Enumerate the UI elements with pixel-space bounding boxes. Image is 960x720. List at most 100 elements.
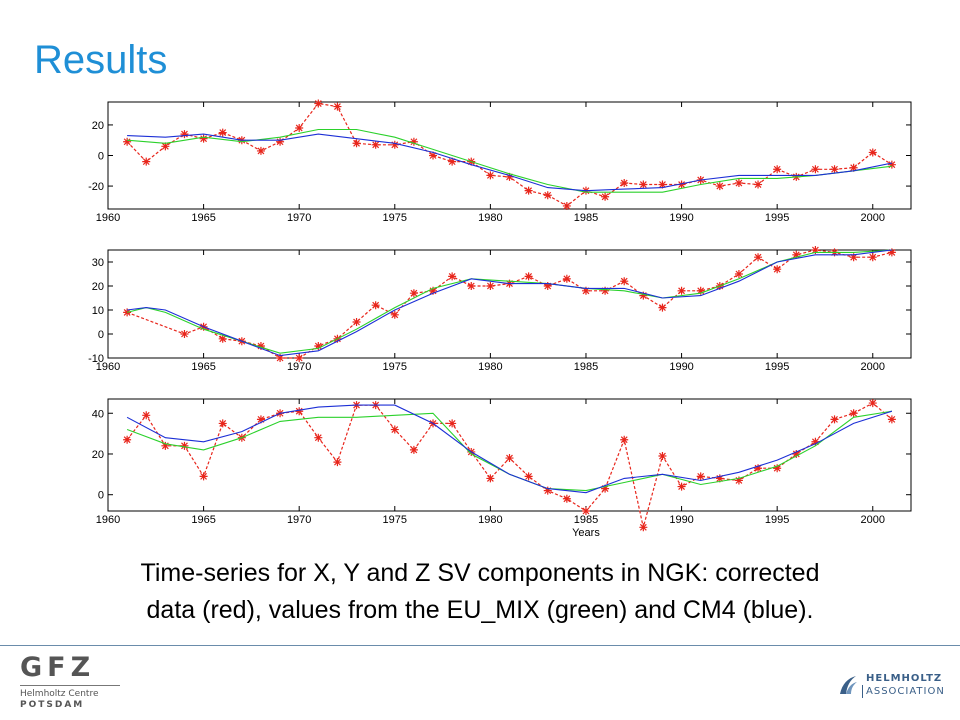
data-point-corrected — [658, 180, 667, 189]
x-tick-label: 1960 — [96, 212, 120, 224]
gfz-logo-line1: Helmholtz Centre — [20, 689, 99, 699]
helmholtz-icon — [840, 676, 857, 694]
data-point-corrected — [887, 248, 896, 257]
y-tick-label: 0 — [98, 151, 104, 163]
charts-svg: 1960 1965 1970 1975 1980 1985 1990 1995 2000200-… — [88, 99, 912, 539]
data-point-corrected — [849, 253, 858, 262]
data-point-corrected — [849, 163, 858, 172]
data-point-corrected — [524, 272, 533, 281]
charts-area: 1960 1965 1970 1975 1980 1985 1990 1995 2000 20 0-… — [60, 92, 920, 552]
data-point-corrected — [639, 523, 648, 532]
data-point-corrected — [409, 289, 418, 298]
data-point-corrected — [677, 180, 686, 189]
x-tick-label: 1975 — [383, 212, 407, 224]
x-tick-label: 1985 — [574, 514, 598, 526]
data-point-corrected — [352, 139, 361, 148]
data-point-corrected — [887, 160, 896, 169]
data-point-corrected — [333, 458, 342, 467]
data-point-corrected — [601, 192, 610, 201]
x-tick-label: 1960 — [96, 514, 120, 526]
data-point-corrected — [467, 282, 476, 290]
caption-line-1: Time-series for X, Y and Z SV components… — [140, 559, 820, 587]
caption-line-2: data (red), values from the EU_MIX (gree… — [146, 596, 814, 624]
x-tick-label: 1970 — [287, 514, 311, 526]
data-point-corrected — [371, 140, 380, 149]
data-point-corrected — [792, 449, 801, 458]
data-point-corrected — [390, 310, 399, 319]
data-point-corrected — [601, 286, 610, 295]
data-point-corrected — [295, 354, 304, 362]
gfz-logo: GFZ Helmholtz Centre POTSDAM — [20, 652, 120, 711]
data-point-corrected — [849, 409, 858, 418]
x-tick-label: 1970 — [287, 212, 311, 224]
data-point-corrected — [620, 435, 629, 444]
data-point-corrected — [180, 330, 189, 338]
data-point-corrected — [887, 415, 896, 424]
data-point-corrected — [792, 250, 801, 259]
data-point-corrected — [639, 180, 648, 189]
data-point-corrected — [868, 253, 877, 262]
helmholtz-text: HELMHOLTZ ASSOCIATION — [862, 672, 945, 698]
x-tick-label: 1990 — [669, 361, 693, 373]
data-point-corrected — [715, 474, 724, 483]
slide-title: Results — [34, 38, 168, 82]
data-point-corrected — [773, 464, 782, 473]
data-point-corrected — [180, 130, 189, 139]
x-tick-label: 1975 — [383, 514, 407, 526]
data-point-corrected — [276, 354, 285, 362]
x-tick-label: 1965 — [191, 514, 215, 526]
data-point-corrected — [734, 179, 743, 188]
y-tick-label: 0 — [98, 490, 104, 502]
x-tick-label: 1995 — [765, 361, 789, 373]
y-tick-label: -20 — [88, 181, 104, 193]
data-point-corrected — [199, 472, 208, 481]
data-point-corrected — [734, 476, 743, 485]
data-point-corrected — [639, 291, 648, 300]
data-point-corrected — [773, 165, 782, 174]
data-point-corrected — [830, 415, 839, 424]
data-point-corrected — [562, 494, 571, 503]
data-point-corrected — [295, 123, 304, 132]
data-point-corrected — [123, 435, 132, 444]
data-point-corrected — [314, 433, 323, 442]
x-axis-label: Years — [572, 527, 600, 539]
x-tick-label: 2000 — [861, 361, 885, 373]
data-point-corrected — [448, 419, 457, 428]
x-tick-label: 2000 — [861, 514, 885, 526]
data-point-corrected — [448, 272, 457, 281]
data-point-corrected — [390, 425, 399, 434]
data-point-corrected — [256, 342, 265, 350]
data-point-corrected — [658, 452, 667, 461]
data-point-corrected — [543, 486, 552, 495]
footer-divider — [0, 645, 960, 646]
data-point-corrected — [562, 274, 571, 283]
data-point-corrected — [486, 474, 495, 483]
helmholtz-line2: ASSOCIATION — [862, 685, 945, 698]
gfz-logo-line2: POTSDAM — [20, 700, 85, 710]
series-line-cm4 — [126, 404, 893, 494]
data-point-corrected — [811, 165, 820, 174]
x-tick-label: 1960 — [96, 361, 120, 373]
y-tick-label: 20 — [92, 281, 104, 293]
data-point-corrected — [581, 507, 590, 515]
gfz-logo-mark: GFZ — [20, 652, 96, 683]
helmholtz-logo: HELMHOLTZ ASSOCIATION — [838, 672, 945, 698]
y-tick-label: -10 — [88, 353, 104, 365]
data-point-corrected — [524, 186, 533, 195]
series-line-eu_mix — [126, 249, 892, 354]
data-point-corrected — [696, 286, 705, 295]
y-tick-label: 20 — [92, 120, 104, 132]
data-point-corrected — [123, 137, 132, 146]
data-point-corrected — [390, 140, 399, 149]
gfz-logo-rule — [20, 685, 120, 686]
data-point-corrected — [199, 134, 208, 143]
data-point-corrected — [295, 407, 304, 416]
caption: Time-series for X, Y and Z SV components… — [0, 555, 960, 629]
data-point-corrected — [142, 157, 151, 166]
data-point-corrected — [677, 286, 686, 295]
data-point-corrected — [276, 137, 285, 146]
data-point-corrected — [142, 411, 151, 420]
data-point-corrected — [562, 201, 571, 210]
data-point-corrected — [754, 253, 763, 262]
data-point-corrected — [505, 454, 514, 463]
